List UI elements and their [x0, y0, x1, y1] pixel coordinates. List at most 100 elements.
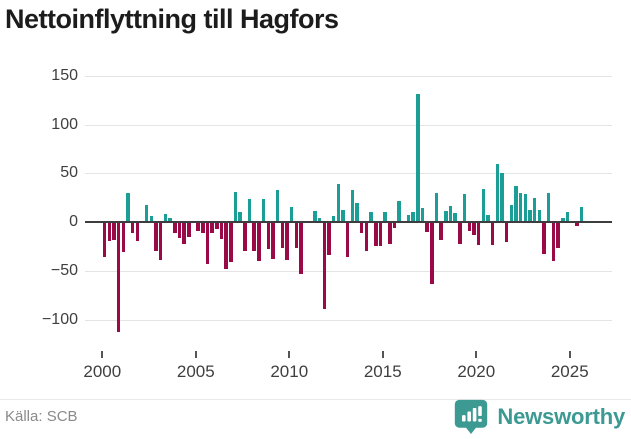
- bar: [434, 192, 439, 223]
- bar: [518, 192, 523, 223]
- bar: [327, 223, 331, 256]
- bar: [378, 223, 383, 246]
- bar: [317, 218, 322, 223]
- y-axis-tick-label: 0: [69, 213, 78, 231]
- zero-line: [85, 221, 612, 224]
- bar: [247, 198, 252, 223]
- gridline: [85, 173, 612, 175]
- bar: [205, 223, 210, 265]
- y-axis-tick-label: −100: [41, 310, 78, 328]
- bar: [130, 223, 135, 233]
- bar: [448, 205, 453, 223]
- bar: [551, 223, 556, 262]
- bar: [481, 189, 486, 223]
- bar: [388, 223, 392, 244]
- bar: [229, 223, 233, 263]
- gridline: [85, 319, 612, 321]
- bar: [252, 223, 256, 251]
- bar: [486, 215, 490, 223]
- bar: [504, 223, 509, 242]
- y-axis-tick-label: 150: [51, 66, 78, 84]
- bar: [476, 223, 481, 245]
- bar: [546, 192, 551, 223]
- bar: [500, 173, 504, 223]
- bar: [565, 212, 570, 223]
- x-axis-tick: [101, 351, 104, 358]
- bar: [528, 209, 532, 223]
- bar: [532, 197, 537, 223]
- chart-title: Nettoinflyttning till Hagfors: [5, 4, 339, 34]
- bar: [331, 216, 336, 223]
- bar: [144, 204, 149, 223]
- footer-divider: [0, 399, 631, 400]
- x-axis-tick-label: 2005: [176, 362, 215, 381]
- bar: [201, 223, 205, 233]
- x-axis-tick: [475, 351, 478, 358]
- bar: [490, 223, 495, 245]
- x-axis-tick: [288, 351, 291, 358]
- bar: [350, 190, 355, 223]
- bar: [416, 94, 420, 223]
- bar: [173, 223, 177, 233]
- bar: [453, 213, 457, 223]
- newsworthy-logo[interactable]: Newsworthy: [453, 398, 625, 435]
- bar: [411, 212, 415, 223]
- bar: [233, 191, 238, 223]
- bar: [112, 223, 116, 240]
- bar: [537, 209, 542, 223]
- source-label: Källa: SCB: [5, 408, 78, 425]
- bar: [397, 200, 401, 223]
- bar: [154, 223, 158, 251]
- x-axis-tick: [381, 351, 384, 358]
- x-axis-tick-label: 2015: [363, 362, 402, 381]
- gridline: [85, 124, 612, 126]
- bar: [472, 223, 476, 235]
- bar: [495, 163, 500, 223]
- x-axis-tick-label: 2020: [457, 362, 496, 381]
- newsworthy-icon: [453, 398, 489, 435]
- bar: [102, 223, 107, 258]
- bar: [462, 193, 467, 223]
- bar: [439, 223, 443, 240]
- x-axis-tick-label: 2000: [83, 362, 122, 381]
- plot-area: 2000 2005 2010 2015 2020 2025: [83, 71, 612, 381]
- bar: [182, 223, 186, 244]
- bar: [116, 223, 121, 333]
- bar: [359, 223, 364, 233]
- gridline: [85, 75, 612, 77]
- bar: [238, 212, 242, 223]
- y-axis-tick-label: 100: [51, 115, 78, 133]
- newsworthy-wordmark: Newsworthy: [497, 403, 625, 429]
- bar: [149, 216, 154, 223]
- bar: [285, 223, 289, 261]
- bar: [299, 223, 303, 274]
- bar: [210, 223, 214, 233]
- bar: [219, 223, 224, 239]
- bar: [579, 206, 584, 223]
- bar: [224, 223, 228, 270]
- bar: [289, 206, 294, 223]
- bar: [341, 209, 345, 223]
- bar: [126, 192, 130, 223]
- bar: [135, 223, 140, 241]
- bar: [313, 210, 317, 223]
- bar: [369, 212, 373, 223]
- bar: [275, 190, 280, 223]
- bar: [514, 186, 518, 223]
- bar: [345, 223, 350, 258]
- bar: [322, 223, 327, 310]
- x-axis-tick-label: 2010: [270, 362, 309, 381]
- bar: [280, 223, 285, 248]
- gridline: [85, 270, 612, 272]
- bar: [392, 223, 397, 229]
- bar: [542, 223, 546, 255]
- bar: [509, 204, 514, 223]
- bar: [266, 223, 270, 249]
- bar: [243, 223, 247, 251]
- bar: [336, 184, 341, 223]
- bar: [215, 223, 219, 230]
- bar: [420, 207, 425, 223]
- bar: [561, 218, 565, 223]
- bar: [425, 223, 429, 232]
